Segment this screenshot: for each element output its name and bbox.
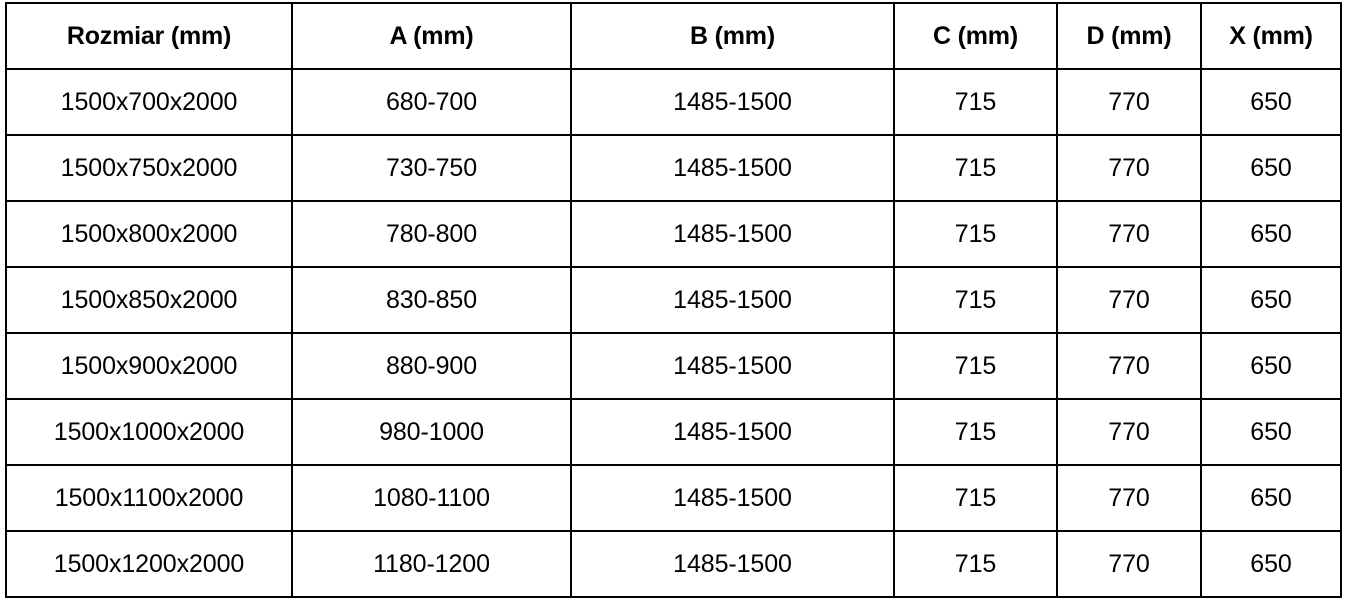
cell-d: 770 (1056, 398, 1202, 466)
cell-b: 1485-1500 (570, 266, 895, 334)
cell-c: 715 (893, 68, 1058, 136)
table-header: Rozmiar (mm) A (mm) B (mm) C (mm) D (mm)… (5, 2, 1342, 70)
cell-a: 780-800 (291, 200, 572, 268)
cell-a: 830-850 (291, 266, 572, 334)
table-row: 1500x800x2000 780-800 1485-1500 715 770 … (5, 200, 1342, 268)
table-row: 1500x700x2000 680-700 1485-1500 715 770 … (5, 68, 1342, 136)
cell-x: 650 (1200, 464, 1342, 532)
cell-d: 770 (1056, 464, 1202, 532)
cell-c: 715 (893, 134, 1058, 202)
spec-table-container: Rozmiar (mm) A (mm) B (mm) C (mm) D (mm)… (5, 2, 1342, 598)
cell-c: 715 (893, 398, 1058, 466)
table-row: 1500x1200x2000 1180-1200 1485-1500 715 7… (5, 530, 1342, 598)
cell-a: 980-1000 (291, 398, 572, 466)
cell-x: 650 (1200, 530, 1342, 598)
column-header-size: Rozmiar (mm) (5, 2, 293, 70)
cell-d: 770 (1056, 68, 1202, 136)
cell-size: 1500x1000x2000 (5, 398, 293, 466)
cell-a: 730-750 (291, 134, 572, 202)
table-row: 1500x750x2000 730-750 1485-1500 715 770 … (5, 134, 1342, 202)
column-header-a: A (mm) (291, 2, 572, 70)
cell-size: 1500x1100x2000 (5, 464, 293, 532)
dimensions-table: Rozmiar (mm) A (mm) B (mm) C (mm) D (mm)… (5, 2, 1342, 598)
table-row: 1500x850x2000 830-850 1485-1500 715 770 … (5, 266, 1342, 334)
cell-c: 715 (893, 464, 1058, 532)
cell-b: 1485-1500 (570, 530, 895, 598)
cell-a: 1080-1100 (291, 464, 572, 532)
table-body: 1500x700x2000 680-700 1485-1500 715 770 … (5, 68, 1342, 598)
cell-size: 1500x900x2000 (5, 332, 293, 400)
cell-d: 770 (1056, 266, 1202, 334)
column-header-x: X (mm) (1200, 2, 1342, 70)
cell-b: 1485-1500 (570, 398, 895, 466)
cell-x: 650 (1200, 398, 1342, 466)
cell-c: 715 (893, 530, 1058, 598)
cell-x: 650 (1200, 200, 1342, 268)
cell-d: 770 (1056, 530, 1202, 598)
table-row: 1500x1100x2000 1080-1100 1485-1500 715 7… (5, 464, 1342, 532)
cell-size: 1500x750x2000 (5, 134, 293, 202)
cell-x: 650 (1200, 68, 1342, 136)
cell-d: 770 (1056, 332, 1202, 400)
cell-d: 770 (1056, 200, 1202, 268)
cell-x: 650 (1200, 332, 1342, 400)
column-header-b: B (mm) (570, 2, 895, 70)
cell-x: 650 (1200, 266, 1342, 334)
cell-d: 770 (1056, 134, 1202, 202)
cell-b: 1485-1500 (570, 134, 895, 202)
cell-b: 1485-1500 (570, 464, 895, 532)
cell-b: 1485-1500 (570, 200, 895, 268)
cell-size: 1500x700x2000 (5, 68, 293, 136)
cell-c: 715 (893, 266, 1058, 334)
cell-a: 1180-1200 (291, 530, 572, 598)
cell-size: 1500x850x2000 (5, 266, 293, 334)
cell-c: 715 (893, 332, 1058, 400)
column-header-c: C (mm) (893, 2, 1058, 70)
cell-c: 715 (893, 200, 1058, 268)
table-row: 1500x900x2000 880-900 1485-1500 715 770 … (5, 332, 1342, 400)
column-header-d: D (mm) (1056, 2, 1202, 70)
table-row: 1500x1000x2000 980-1000 1485-1500 715 77… (5, 398, 1342, 466)
cell-a: 680-700 (291, 68, 572, 136)
cell-b: 1485-1500 (570, 68, 895, 136)
cell-size: 1500x1200x2000 (5, 530, 293, 598)
cell-size: 1500x800x2000 (5, 200, 293, 268)
table-header-row: Rozmiar (mm) A (mm) B (mm) C (mm) D (mm)… (5, 2, 1342, 70)
cell-b: 1485-1500 (570, 332, 895, 400)
cell-a: 880-900 (291, 332, 572, 400)
cell-x: 650 (1200, 134, 1342, 202)
